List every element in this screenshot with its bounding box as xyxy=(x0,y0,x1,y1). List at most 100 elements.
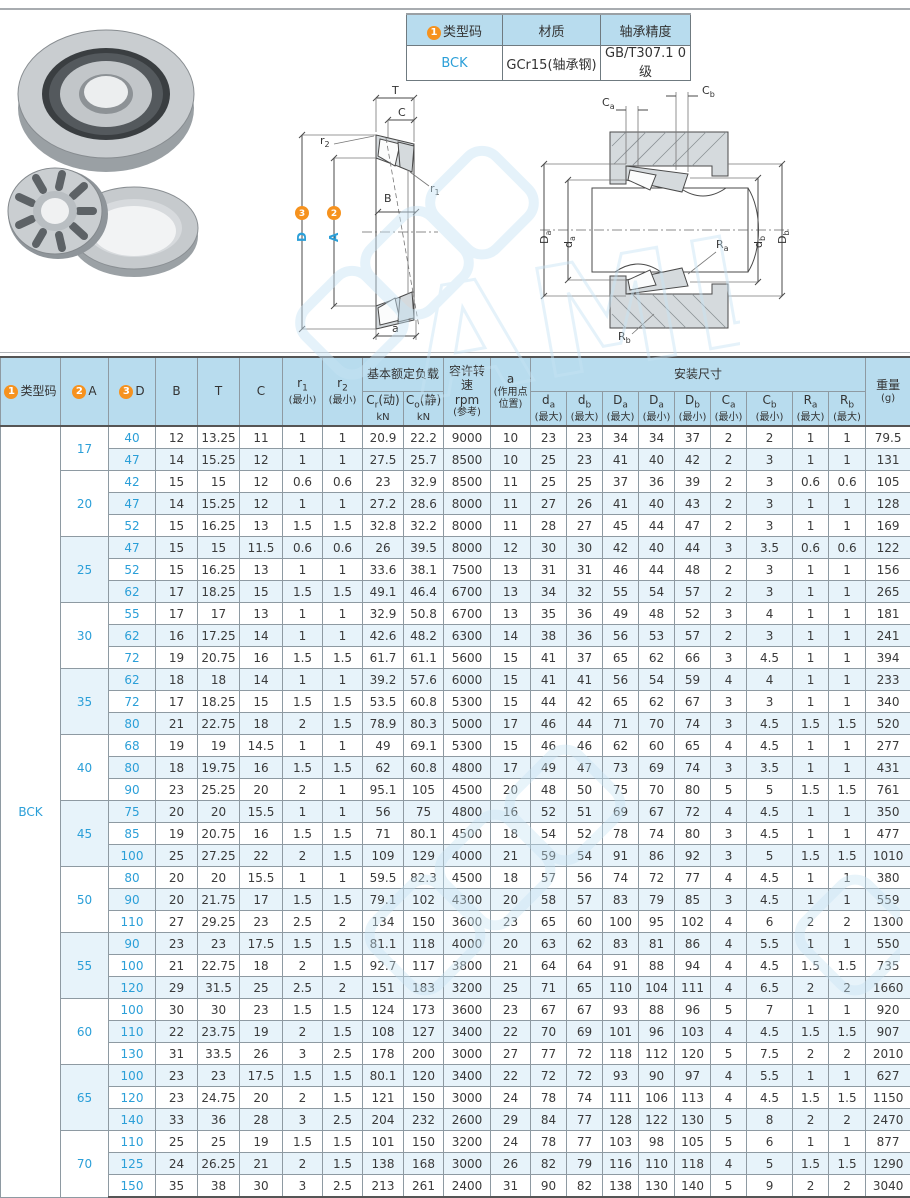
c-value: 13 xyxy=(239,558,283,581)
b-value: 21 xyxy=(155,712,198,735)
spec-value-row: BCK GCr15(轴承钢) GB/T307.1 0级 xyxy=(406,45,691,81)
t-value: 31.5 xyxy=(197,976,240,999)
a-position-value: 13 xyxy=(490,602,532,625)
db-max-value: 77 xyxy=(566,1108,604,1131)
Db-min-value: 120 xyxy=(674,1042,712,1065)
d-value: 100 xyxy=(108,954,156,977)
cr-dynamic-value: 32.9 xyxy=(362,602,404,625)
col-header-Ca-min: Ca (最小) xyxy=(710,391,748,427)
Rb-max-value: 1 xyxy=(828,558,867,581)
Ra-max-value: 2 xyxy=(792,1174,830,1198)
c-value: 12 xyxy=(239,448,283,471)
weight-value: 380 xyxy=(865,866,910,889)
cr-dynamic-value: 121 xyxy=(362,1086,404,1109)
co-static-value: 232 xyxy=(402,1108,445,1131)
c-value: 16 xyxy=(239,646,283,669)
d-value: 140 xyxy=(108,1108,156,1131)
Ra-max-value: 1 xyxy=(792,1064,830,1087)
col-header-Da-max: Da (最大) xyxy=(602,391,640,427)
da-max-value: 25 xyxy=(530,470,568,493)
r1-min-value: 2.5 xyxy=(282,910,323,933)
Da-max-value: 41 xyxy=(602,492,640,515)
da-max-value: 72 xyxy=(530,1064,568,1087)
co-static-value: 46.4 xyxy=(402,580,445,603)
Ca-min-value: 4 xyxy=(710,1152,748,1175)
Ra-max-value: 1 xyxy=(792,425,830,449)
table-row: 150 35 38 30 3 2.5 213 261 2400 31 90 82 138 130 140 5 9… xyxy=(1,1174,910,1198)
Ra-max-value: 1 xyxy=(792,646,830,669)
d-value: 100 xyxy=(108,844,156,867)
Ca-min-value: 3 xyxy=(710,690,748,713)
rpm-limit-value: 3200 xyxy=(443,976,492,999)
dim-r2-label: r2 xyxy=(320,134,330,149)
a-position-value: 23 xyxy=(490,910,532,933)
d-value: 125 xyxy=(108,1152,156,1175)
table-row: 20 42 15 15 12 0.6 0.6 23 32.9 8500 11 25 25 37 36 39 2 3… xyxy=(1,470,910,537)
t-value: 23.75 xyxy=(197,1020,240,1043)
weight-value: 156 xyxy=(865,558,910,581)
r1-min-value: 3 xyxy=(282,1042,323,1065)
r1-min-value: 2 xyxy=(282,1020,323,1043)
r2-min-value: 1.5 xyxy=(322,712,363,735)
rpm-limit-value: 3800 xyxy=(443,954,492,977)
r1-min-value: 1.5 xyxy=(282,756,323,779)
t-value: 20 xyxy=(197,800,240,823)
Ra-max-value: 1 xyxy=(792,624,830,647)
co-static-value: 150 xyxy=(402,1130,445,1153)
t-value: 15.25 xyxy=(197,492,240,515)
db-max-value: 50 xyxy=(566,778,604,801)
table-row: 65 100 23 23 17.5 1.5 1.5 80.1 120 3400 22 72 72 93 90… xyxy=(1,1064,910,1131)
rpm-limit-value: 4500 xyxy=(443,866,492,889)
t-value: 17 xyxy=(197,602,240,625)
r1-min-value: 2 xyxy=(282,954,323,977)
weight-value: 340 xyxy=(865,690,910,713)
r2-min-value: 1 xyxy=(322,492,363,515)
db-max-value: 23 xyxy=(566,425,604,449)
spec-summary-table: 1 类型码 材质 轴承精度 BCK GCr15(轴承钢) GB/T307.1 0级 xyxy=(406,13,691,81)
Ca-min-value: 3 xyxy=(710,712,748,735)
t-value: 19 xyxy=(197,734,240,757)
table-row: 62 16 17.25 14 1 1 42.6 48.2 6300 14 38 36 56 53 57 2 3 1… xyxy=(1,624,910,647)
Da-min-value: 90 xyxy=(638,1064,676,1087)
bearing-photo-bottom xyxy=(7,167,199,277)
Ca-min-value: 3 xyxy=(710,844,748,867)
weight-value: 241 xyxy=(865,624,910,647)
Da-min-value: 48 xyxy=(638,602,676,625)
Rb-max-value: 1 xyxy=(828,822,867,845)
a-position-value: 17 xyxy=(490,756,532,779)
Da-min-value: 54 xyxy=(638,668,676,691)
b-value: 15 xyxy=(155,536,198,559)
table-row: 80 18 19.75 16 1.5 1.5 62 60.8 4800 17 49 47 73 69 74 3… xyxy=(1,756,910,779)
t-value: 27.25 xyxy=(197,844,240,867)
Cb-min-value: 3.5 xyxy=(746,756,794,779)
r1-min-value: 2.5 xyxy=(282,976,323,999)
Da-max-value: 118 xyxy=(602,1042,640,1065)
cr-dynamic-value: 62 xyxy=(362,756,404,779)
dim-da-label: da xyxy=(562,236,577,248)
Db-min-value: 102 xyxy=(674,910,712,933)
Ca-min-value: 4 xyxy=(710,932,748,955)
weight-value: 1010 xyxy=(865,844,910,867)
weight-value: 627 xyxy=(865,1064,910,1087)
Ca-min-value: 4 xyxy=(710,910,748,933)
Da-min-value: 86 xyxy=(638,844,676,867)
db-max-value: 57 xyxy=(566,888,604,911)
Cb-min-value: 3 xyxy=(746,514,794,537)
Da-min-value: 88 xyxy=(638,998,676,1021)
Ca-min-value: 5 xyxy=(710,1108,748,1131)
r2-min-value: 2.5 xyxy=(322,1108,363,1131)
d-value: 47 xyxy=(108,536,156,559)
b-value: 21 xyxy=(155,954,198,977)
weight-value: 277 xyxy=(865,734,910,757)
Db-min-value: 94 xyxy=(674,954,712,977)
da-max-value: 90 xyxy=(530,1174,568,1198)
Ca-min-value: 4 xyxy=(710,734,748,757)
weight-value: 735 xyxy=(865,954,910,977)
Da-min-value: 112 xyxy=(638,1042,676,1065)
co-static-value: 129 xyxy=(402,844,445,867)
spec-col-material: 材质 xyxy=(502,13,601,46)
b-value: 17 xyxy=(155,580,198,603)
col-header-r1: r1 (最小) xyxy=(282,356,323,427)
dim-Da-label: Da xyxy=(538,231,553,244)
